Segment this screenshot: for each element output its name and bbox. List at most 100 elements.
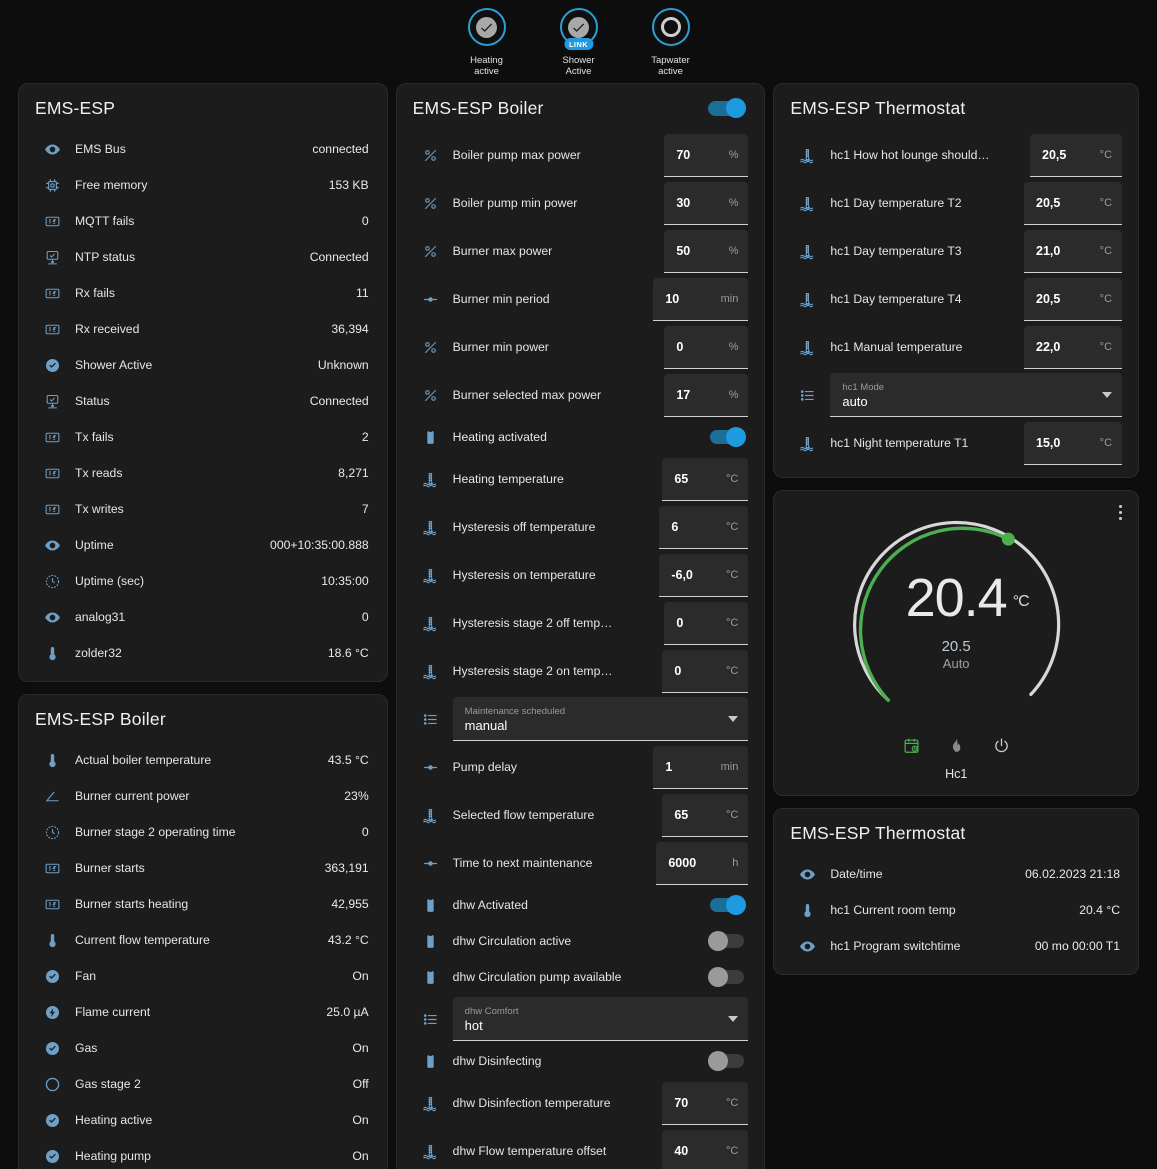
boiler-icon (413, 897, 453, 914)
toggle-row: dhw Circulation active (413, 923, 749, 959)
value-row-value: 18.6 °C (327, 646, 369, 660)
value-row: Rx fails 11 (35, 275, 371, 311)
number-input[interactable]: 65 °C (662, 793, 749, 837)
thermometer-icon (35, 645, 75, 662)
value-row-label: analog31 (75, 610, 126, 624)
status-chip-shower-active[interactable]: LINK Shower Active (542, 8, 616, 77)
number-input[interactable]: 65 °C (662, 457, 749, 501)
card-header: EMS-ESP Thermostat (790, 823, 1122, 844)
number-input[interactable]: 10 min (653, 277, 749, 321)
value-row: Date/time 06.02.2023 21:18 (790, 856, 1122, 892)
chevron-down-icon[interactable] (1102, 392, 1113, 398)
list-icon (413, 1011, 453, 1028)
status-chip-tapwater-active[interactable]: Tapwater active (634, 8, 708, 77)
value-row-label: Actual boiler temperature (75, 753, 212, 767)
number-input[interactable]: 15,0 °C (1024, 421, 1123, 465)
select-field[interactable]: dhw Comfort hot (452, 997, 749, 1041)
number-input-value: -6,0 (671, 567, 693, 582)
thermostat-dial[interactable]: 20.4 °C 20.5 Auto (831, 503, 1081, 733)
toggle-row-label: Heating activated (452, 430, 547, 444)
power-icon[interactable] (993, 737, 1010, 759)
number-input-value: 15,0 (1036, 435, 1061, 450)
number-row: dhw Flow temperature offset 40 °C (413, 1127, 749, 1169)
number-input[interactable]: 70% (664, 133, 749, 177)
number-input[interactable]: 6 °C (659, 505, 749, 549)
more-vert-icon[interactable] (1115, 501, 1126, 524)
toggle-switch[interactable] (708, 1051, 745, 1071)
number-row-label: Time to next maintenance (452, 856, 593, 870)
number-row: Hysteresis stage 2 off temp… 0 °C (413, 599, 749, 647)
percent-icon (413, 243, 453, 260)
number-row-label: Burner min power (452, 340, 549, 354)
number-row: Pump delay 1 min (413, 743, 749, 791)
number-input[interactable]: 22,0 °C (1024, 325, 1123, 369)
toggle-switch[interactable] (708, 931, 745, 951)
toggle-switch[interactable] (708, 967, 745, 987)
number-input-value: 40 (674, 1143, 689, 1158)
boiler-card-toggle[interactable] (708, 98, 747, 118)
value-row-label: MQTT fails (75, 214, 135, 228)
value-row: Free memory 153 KB (35, 167, 371, 203)
number-input[interactable]: 17% (664, 373, 749, 417)
calendar-clock-icon[interactable] (903, 737, 920, 759)
value-row-label: Gas (75, 1041, 98, 1055)
number-input[interactable]: 6000 h (656, 841, 749, 885)
number-input[interactable]: 20,5 °C (1024, 277, 1123, 321)
number-input[interactable]: 1 min (653, 745, 749, 789)
number-input[interactable]: 40 °C (662, 1129, 749, 1169)
toggle-row: dhw Circulation pump available (413, 959, 749, 995)
value-row: Flame current 25.0 µA (35, 994, 371, 1030)
number-input[interactable]: 30% (664, 181, 749, 225)
value-row-value: On (352, 1041, 369, 1055)
number-input[interactable]: 0 °C (664, 601, 749, 645)
value-row-value: 363,191 (324, 861, 369, 875)
number-input[interactable]: -6,0 °C (659, 553, 749, 597)
coolant-icon (413, 471, 453, 488)
select-row: dhw Comfort hot (413, 995, 749, 1043)
number-input[interactable]: 20,5 °C (1024, 181, 1123, 225)
number-input-value: 17 (676, 387, 691, 402)
number-input-value: 65 (674, 807, 689, 822)
number-input-unit: % (728, 388, 739, 401)
number-input[interactable]: 70 °C (662, 1081, 749, 1125)
number-input-unit: % (728, 148, 739, 161)
number-row-label: Hysteresis off temperature (452, 520, 596, 534)
status-chip-heating-active[interactable]: Heating active (450, 8, 524, 77)
value-row: Shower Active Unknown (35, 347, 371, 383)
flash-icon (35, 1004, 75, 1021)
number-input[interactable]: 0 °C (662, 649, 749, 693)
select-field[interactable]: Maintenance scheduled manual (452, 697, 749, 741)
value-row-label: Burner stage 2 operating time (75, 825, 236, 839)
value-row: Gas On (35, 1030, 371, 1066)
value-row-value: 8,271 (338, 466, 369, 480)
value-row: EMS Bus connected (35, 131, 371, 167)
coolant-icon (790, 435, 830, 452)
chevron-down-icon[interactable] (728, 716, 739, 722)
toggle-switch[interactable] (710, 427, 747, 447)
column-left: EMS-ESP EMS Bus connected Free memory 153 K… (18, 83, 388, 1169)
value-row: Tx writes 7 (35, 491, 371, 527)
toggle-row-label: dhw Circulation active (452, 934, 572, 948)
value-row-label: Burner starts heating (75, 897, 189, 911)
number-input-unit: °C (1099, 244, 1113, 257)
thermometer-icon (35, 752, 75, 769)
value-row-label: Burner starts (75, 861, 145, 875)
card-header: EMS-ESP Boiler (413, 98, 749, 119)
value-row-list: Date/time 06.02.2023 21:18 hc1 Current roo… (790, 856, 1122, 964)
select-field[interactable]: hc1 Mode auto (830, 373, 1123, 417)
number-row: dhw Disinfection temperature 70 °C (413, 1079, 749, 1127)
value-row-label: Free memory (75, 178, 148, 192)
flame-icon[interactable] (948, 737, 965, 759)
counter-icon (35, 465, 75, 482)
chevron-down-icon[interactable] (728, 1016, 739, 1022)
card-boiler-controls: EMS-ESP Boiler Boiler pump max power 70% B… (395, 83, 766, 1169)
number-input[interactable]: 20,5 °C (1030, 133, 1123, 177)
number-input[interactable]: 21,0 °C (1024, 229, 1123, 273)
value-row-value: On (352, 1149, 369, 1163)
number-input[interactable]: 50% (664, 229, 749, 273)
number-input[interactable]: 0% (664, 325, 749, 369)
toggle-switch[interactable] (710, 895, 747, 915)
number-row-label: hc1 Day temperature T4 (830, 292, 962, 306)
number-input-value: 6000 (668, 855, 697, 870)
value-row-value: 2 (361, 430, 369, 444)
